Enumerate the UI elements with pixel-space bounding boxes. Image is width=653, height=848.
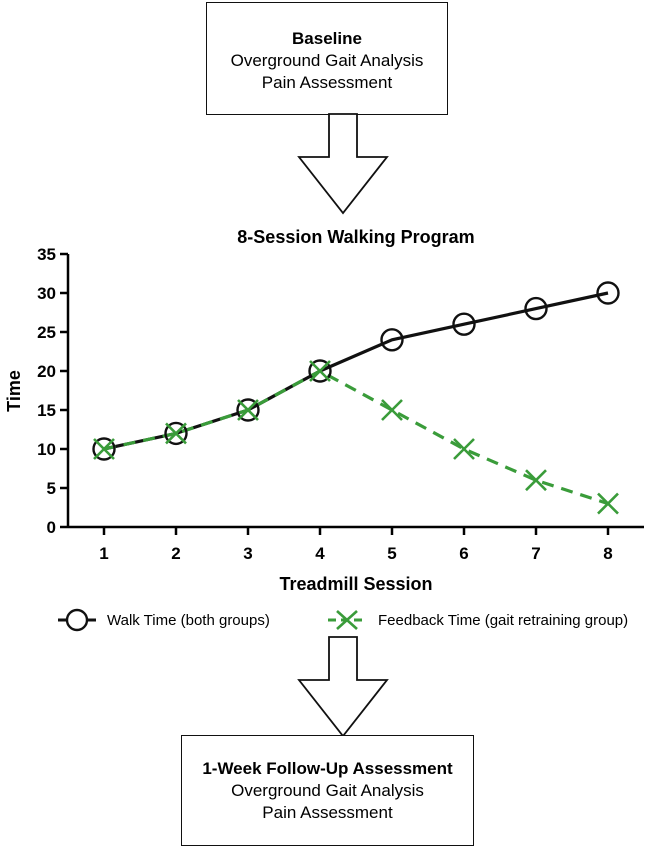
walk-point — [92, 437, 116, 461]
y-tick-label: 0 — [47, 518, 56, 537]
y-tick-label: 30 — [37, 284, 56, 303]
y-tick-label: 5 — [47, 479, 56, 498]
series-layer — [92, 281, 620, 515]
down-arrow-icon — [297, 113, 389, 215]
x-tick-label: 6 — [459, 544, 468, 563]
legend-walk-swatch — [58, 608, 96, 632]
walk-point — [452, 312, 476, 336]
y-tick-label: 15 — [37, 401, 56, 420]
y-tick-label: 10 — [37, 440, 56, 459]
legend-feedback-label: Feedback Time (gait retraining group) — [378, 612, 628, 629]
walk-point — [596, 281, 620, 305]
followup-line-pain: Pain Assessment — [262, 803, 393, 822]
feedback-point — [165, 422, 187, 445]
walking-program-chart: 8-Session Walking Program 05101520253035… — [4, 227, 644, 632]
y-tick-label: 20 — [37, 362, 56, 381]
x-tick-label: 1 — [99, 544, 108, 563]
y-axis-label: Time — [4, 370, 24, 412]
chart-axes — [60, 252, 644, 535]
x-tick-label: 5 — [387, 544, 396, 563]
x-tick-label: 8 — [603, 544, 612, 563]
baseline-line-gait: Overground Gait Analysis — [230, 51, 424, 70]
down-arrow-icon — [297, 636, 389, 738]
series-walk-line — [103, 291, 609, 451]
feedback-point — [597, 492, 619, 515]
y-tick-label: 35 — [37, 245, 56, 264]
x-tick-labels: 1 2 3 4 5 6 7 8 — [99, 544, 612, 563]
legend-feedback-swatch — [328, 610, 366, 630]
walk-point — [524, 296, 548, 321]
feedback-point — [309, 360, 331, 382]
feedback-point — [237, 399, 259, 421]
baseline-box: Baseline Overground Gait Analysis Pain A… — [206, 2, 448, 115]
walk-point — [236, 398, 260, 422]
walk-point — [380, 328, 404, 352]
y-tick-label: 25 — [37, 323, 56, 342]
feedback-point — [453, 438, 475, 460]
series-feedback-line — [103, 369, 609, 506]
x-tick-label: 3 — [243, 544, 252, 563]
x-tick-label: 7 — [531, 544, 540, 563]
x-tick-label: 2 — [171, 544, 180, 563]
x-tick-label: 4 — [315, 544, 325, 563]
followup-title: 1-Week Follow-Up Assessment — [202, 759, 453, 778]
followup-line-gait: Overground Gait Analysis — [231, 781, 424, 800]
feedback-point — [93, 438, 115, 460]
baseline-title: Baseline — [292, 29, 362, 48]
feedback-point — [381, 399, 403, 421]
walk-point — [308, 359, 332, 383]
baseline-line-pain: Pain Assessment — [261, 73, 393, 92]
followup-box: 1-Week Follow-Up Assessment Overground G… — [181, 735, 474, 846]
feedback-point — [525, 469, 547, 492]
x-axis-label: Treadmill Session — [279, 574, 432, 594]
walk-point — [164, 421, 188, 446]
legend: Walk Time (both groups) Feedback Time (g… — [58, 608, 628, 632]
legend-walk-label: Walk Time (both groups) — [107, 612, 270, 629]
y-tick-labels: 0 5 10 15 20 25 30 35 — [37, 245, 56, 537]
chart-title: 8-Session Walking Program — [237, 227, 474, 247]
